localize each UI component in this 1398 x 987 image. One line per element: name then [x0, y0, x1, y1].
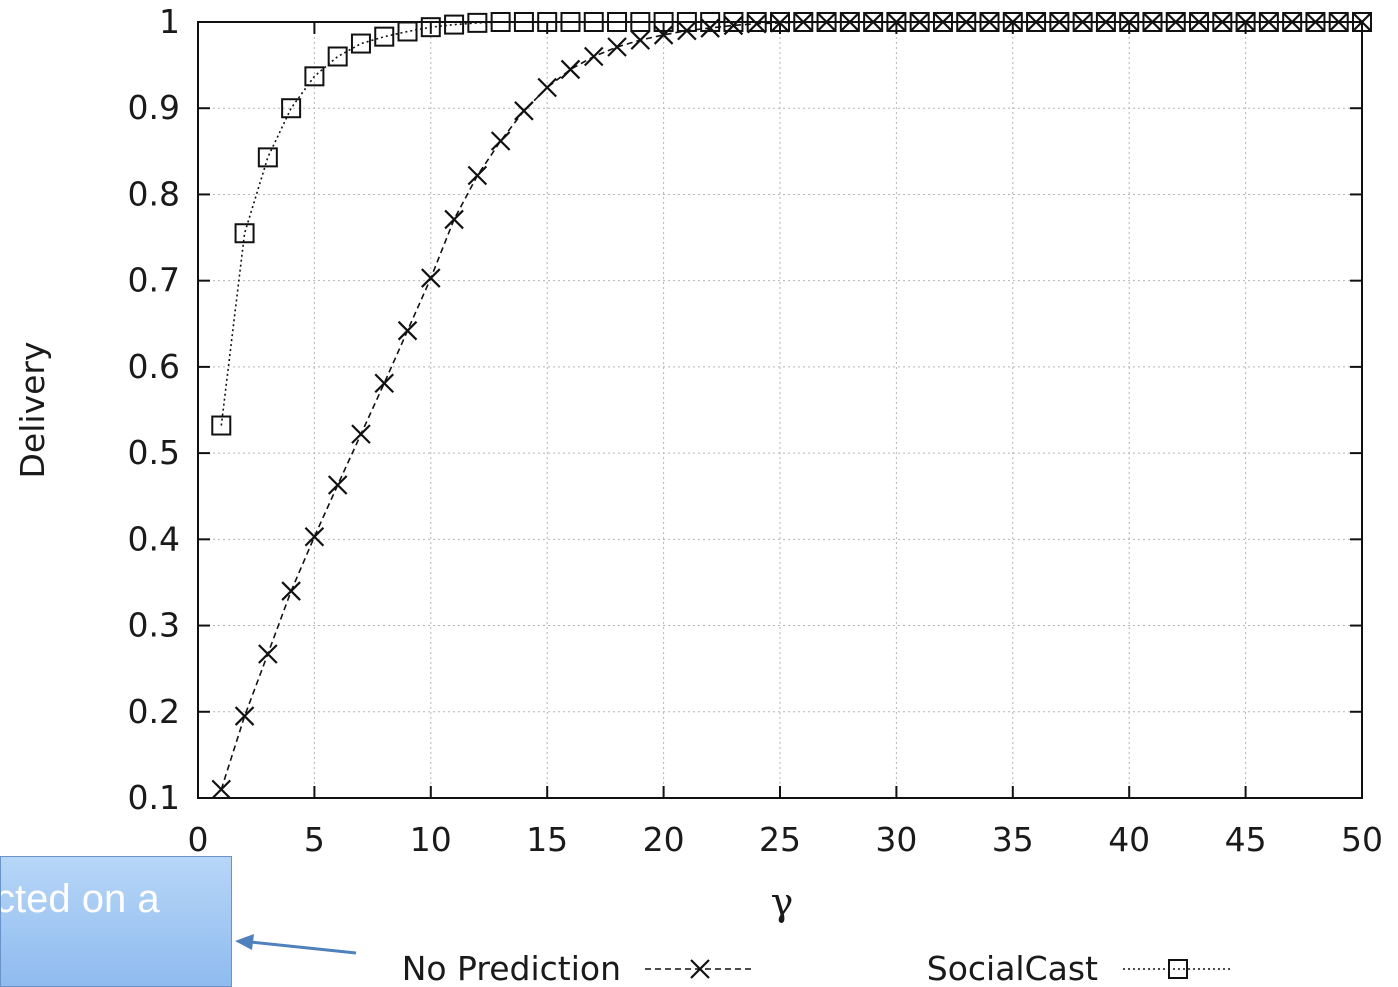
y-axis-title: Delivery — [13, 342, 52, 479]
x-tick-label: 0 — [188, 820, 209, 859]
x-tick-label: 35 — [992, 820, 1034, 859]
tick-marks — [197, 21, 1363, 799]
data-point — [234, 706, 255, 726]
series-line — [220, 21, 1362, 790]
data-point — [327, 475, 348, 495]
data-point — [281, 581, 301, 601]
y-tick-label: 0.9 — [128, 88, 180, 127]
y-tick-label: 0.2 — [128, 692, 180, 731]
x-axis-title: γ — [771, 880, 794, 924]
y-tick-label: 0.4 — [128, 519, 180, 558]
data-point — [351, 424, 371, 444]
data-point — [374, 373, 395, 394]
data-point — [746, 13, 767, 34]
data-point — [560, 59, 581, 80]
x-tick-label: 45 — [1225, 820, 1267, 859]
data-point — [537, 77, 557, 98]
x-tick-label: 20 — [643, 820, 685, 859]
data-point — [490, 131, 511, 151]
data-point — [444, 209, 464, 230]
legend: No Prediction SocialCast — [402, 949, 1233, 987]
data-point — [444, 14, 465, 35]
y-tick-label: 0.1 — [128, 778, 180, 817]
legend-marker — [1168, 959, 1188, 979]
legend-sample-socialcast — [1123, 959, 1233, 979]
series-layer — [211, 12, 1372, 800]
data-point — [350, 33, 371, 54]
data-point — [630, 30, 651, 50]
series-line — [220, 21, 1362, 426]
data-point — [583, 46, 604, 67]
data-point — [258, 644, 278, 664]
y-tick-label: 1 — [159, 2, 180, 41]
y-tick-label: 0.5 — [128, 433, 180, 472]
legend-label-no-prediction: No Prediction — [402, 949, 621, 987]
data-point — [234, 223, 255, 244]
data-point — [653, 25, 674, 45]
data-point — [304, 66, 325, 87]
data-point — [211, 415, 232, 436]
x-tick-label: 5 — [304, 820, 325, 859]
data-point — [421, 268, 441, 288]
data-point — [374, 26, 395, 47]
data-point — [327, 46, 348, 67]
y-tick-labels: 0.1 0.2 0.3 0.4 0.5 0.6 0.7 0.8 0.9 1 — [128, 2, 180, 817]
data-point — [281, 98, 302, 119]
data-point — [304, 526, 325, 547]
grid-lines — [198, 22, 1362, 798]
data-point — [397, 320, 418, 341]
y-tick-label: 0.3 — [128, 606, 180, 645]
x-tick-label: 30 — [875, 820, 917, 859]
legend-sample-no-prediction — [645, 959, 755, 979]
y-tick-label: 0.6 — [128, 347, 180, 386]
data-point — [467, 165, 488, 186]
legend-marker — [690, 959, 710, 979]
data-point — [514, 101, 534, 121]
callout-arrow — [235, 934, 357, 955]
legend-label-socialcast: SocialCast — [927, 949, 1098, 987]
y-tick-label: 0.7 — [128, 261, 180, 300]
callout-box: cted on a — [0, 856, 232, 987]
x-tick-label: 15 — [526, 820, 568, 859]
x-tick-label: 25 — [759, 820, 801, 859]
y-tick-label: 0.8 — [128, 174, 180, 213]
x-tick-label: 40 — [1108, 820, 1150, 859]
data-point — [397, 21, 418, 42]
series-1 — [211, 12, 1372, 436]
callout-text: cted on a — [0, 877, 160, 921]
x-tick-label: 50 — [1341, 820, 1383, 859]
data-point — [211, 779, 232, 800]
data-point — [607, 37, 627, 57]
data-point — [257, 147, 278, 168]
x-tick-label: 10 — [410, 820, 452, 859]
x-tick-labels: 0 5 10 15 20 25 30 35 40 45 50 — [188, 820, 1384, 859]
series-0 — [211, 12, 1372, 800]
data-point — [420, 17, 441, 38]
